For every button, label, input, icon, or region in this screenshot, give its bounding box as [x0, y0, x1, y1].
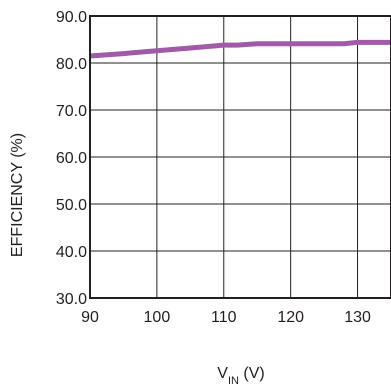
- y-tick-label: 90.0: [56, 9, 87, 26]
- x-axis-title-unit: (V): [239, 365, 265, 382]
- y-tick-label: 70.0: [56, 103, 87, 120]
- x-axis-title-main: V: [217, 365, 228, 382]
- x-axis-title-subscript: IN: [228, 375, 239, 385]
- y-tick-label: 30.0: [56, 291, 87, 308]
- y-axis-title: EFFICIENCY (%): [9, 133, 26, 257]
- x-axis-title: VIN (V): [217, 365, 264, 385]
- x-tick-label: 110: [211, 309, 237, 326]
- x-tick-label: 130: [344, 309, 371, 326]
- y-tick-label: 40.0: [56, 244, 87, 261]
- y-tick-label: 80.0: [56, 56, 87, 73]
- series-layer: [89, 39, 391, 59]
- x-tick-label: 120: [277, 309, 304, 326]
- x-tick-label: 100: [144, 309, 171, 326]
- gridlines: [90, 16, 391, 298]
- y-tick-label: 60.0: [56, 150, 87, 167]
- plot-frame: [89, 15, 391, 299]
- y-tick-label: 50.0: [56, 197, 87, 214]
- tick-labels: 30.0 40.0 50.0 60.0 70.0 80.0 90.0 90 100 110 120 1…: [56, 9, 371, 326]
- efficiency-series-line: [89, 39, 391, 59]
- x-tick-label: 90: [81, 309, 99, 326]
